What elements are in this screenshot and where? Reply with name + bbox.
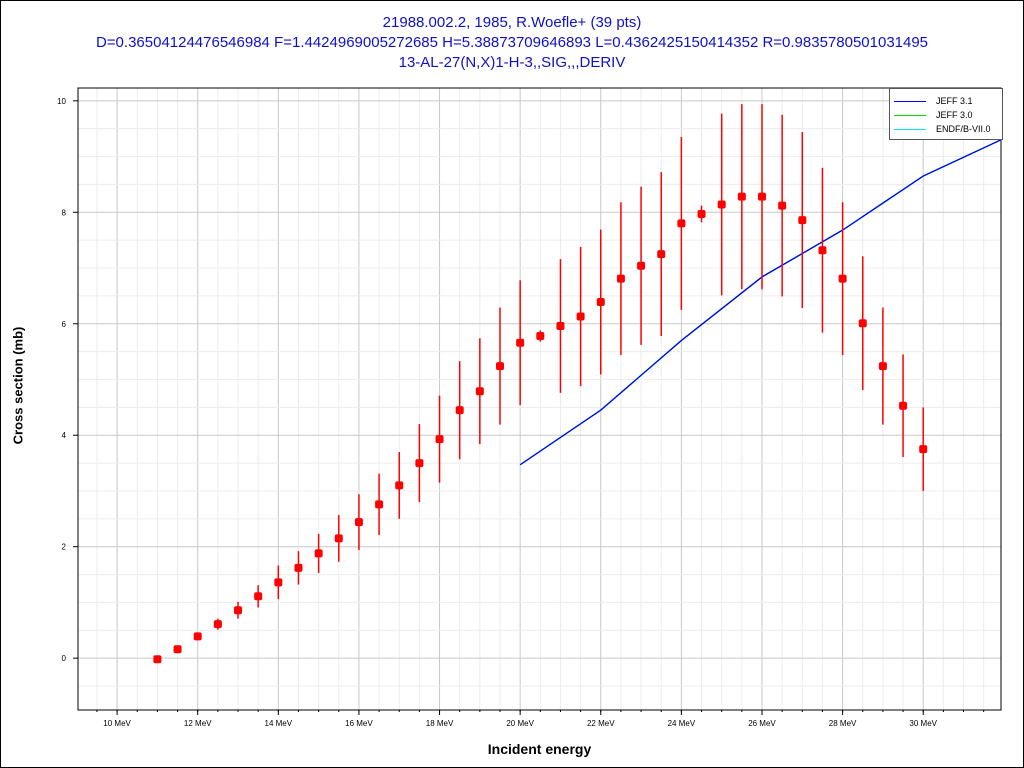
fit-parameters: D=0.36504124476546984 F=1.44249690052726… [95,34,929,51]
data-point [274,578,283,587]
data-point [314,549,323,558]
data-point [213,620,222,629]
data-point [516,338,525,347]
x-tick-label: 18 MeV [426,719,454,728]
y-tick-label: 0 [62,654,67,663]
data-point [717,200,726,209]
y-tick-label: 10 [57,97,66,106]
data-point [899,401,908,410]
data-point [153,655,162,664]
data-point [556,321,565,330]
x-tick-label: 20 MeV [506,719,534,728]
data-point [294,563,303,572]
data-point [596,298,605,307]
data-point [496,362,505,371]
x-tick-label: 16 MeV [345,719,373,728]
series-line-jeff-3-1 [519,139,1002,466]
data-point [878,362,887,371]
data-point [657,250,666,259]
data-point [838,274,847,283]
data-point [475,387,484,396]
plot-border [77,87,1002,711]
x-tick-label: 30 MeV [909,719,937,728]
data-point [173,645,182,654]
x-tick-label: 26 MeV [748,719,776,728]
data-point [254,592,263,601]
legend-label: ENDF/B-VII.0 [936,124,991,134]
data-point [778,201,787,210]
x-tick-label: 22 MeV [587,719,615,728]
x-tick-label: 10 MeV [103,719,131,728]
legend-swatch [894,128,926,130]
data-point [798,216,807,225]
data-point [234,606,243,615]
x-tick-label: 24 MeV [668,719,696,728]
x-tick-label: 14 MeV [265,719,293,728]
legend: JEFF 3.1 JEFF 3.0 ENDF/B-VII.0 [889,88,1003,140]
chart-title: 21988.002.2, 1985, R.Woefle+ (39 pts) [382,14,642,31]
legend-swatch [894,100,926,102]
legend-item-endfb: ENDF/B-VII.0 [894,122,991,136]
reaction-label: 13-AL-27(N,X)1-H-3,,SIG,,,DERIV [398,54,626,71]
data-point [637,261,646,270]
data-point [193,632,202,641]
data-point [757,192,766,201]
data-point [375,500,384,509]
data-point [919,445,928,454]
data-point [616,274,625,283]
y-tick-label: 2 [62,543,67,552]
y-tick-label: 8 [62,208,67,217]
legend-label: JEFF 3.1 [936,96,973,106]
x-tick-label: 12 MeV [184,719,212,728]
data-point [334,534,343,543]
data-point [536,332,545,341]
data-point [737,192,746,201]
data-point [395,481,404,490]
data-point [354,518,363,527]
y-axis-label: Cross section (mb) [10,326,26,445]
legend-item-jeff31: JEFF 3.1 [894,94,973,108]
legend-label: JEFF 3.0 [936,110,973,120]
data-point [576,312,585,321]
data-point [455,406,464,415]
data-point [435,435,444,444]
data-point [697,209,706,218]
data-point [677,219,686,228]
legend-swatch [894,114,926,116]
data-point [858,319,867,328]
y-tick-label: 4 [62,431,67,440]
y-tick-label: 6 [62,320,67,329]
data-point [818,246,827,255]
data-point [415,459,424,468]
x-axis-label: Incident energy [487,741,592,757]
x-tick-label: 28 MeV [829,719,857,728]
legend-item-jeff30: JEFF 3.0 [894,108,973,122]
